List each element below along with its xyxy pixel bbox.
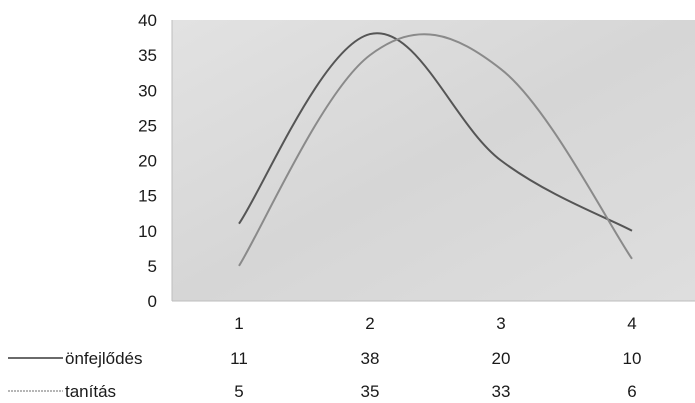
data-table: önfejlődés 11 38 20 10 tanítás 5 35 33 6 [8, 349, 641, 401]
y-tick-label: 25 [138, 116, 157, 135]
y-tick-label: 15 [138, 187, 157, 206]
x-tick-label: 2 [365, 314, 374, 333]
series-line-2 [238, 33, 633, 267]
y-tick-label: 30 [138, 81, 157, 100]
data-value-label: 11 [230, 349, 248, 368]
series-name-label: tanítás [65, 382, 116, 401]
data-value-label: 20 [492, 349, 511, 368]
plot-area [172, 20, 695, 301]
x-tick-label: 3 [496, 314, 505, 333]
y-tick-label: 20 [138, 152, 157, 171]
data-value-label: 10 [623, 349, 642, 368]
data-value-label: 38 [361, 349, 380, 368]
data-value-label: 6 [627, 382, 636, 401]
y-tick-label: 40 [138, 11, 157, 30]
y-tick-label: 10 [138, 222, 157, 241]
data-value-label: 35 [361, 382, 380, 401]
y-axis-ticks: 0 5 10 15 20 25 30 35 40 [138, 11, 157, 311]
data-value-label: 5 [234, 382, 243, 401]
y-tick-label: 0 [148, 292, 157, 311]
series-lines [238, 32, 633, 267]
x-axis-ticks: 1 2 3 4 [234, 314, 636, 333]
data-value-label: 33 [492, 382, 511, 401]
series-line-1 [238, 32, 633, 232]
x-tick-label: 1 [234, 314, 243, 333]
series-name-label: önfejlődés [65, 349, 143, 368]
y-tick-label: 5 [148, 257, 157, 276]
x-tick-label: 4 [627, 314, 636, 333]
y-tick-label: 35 [138, 46, 157, 65]
